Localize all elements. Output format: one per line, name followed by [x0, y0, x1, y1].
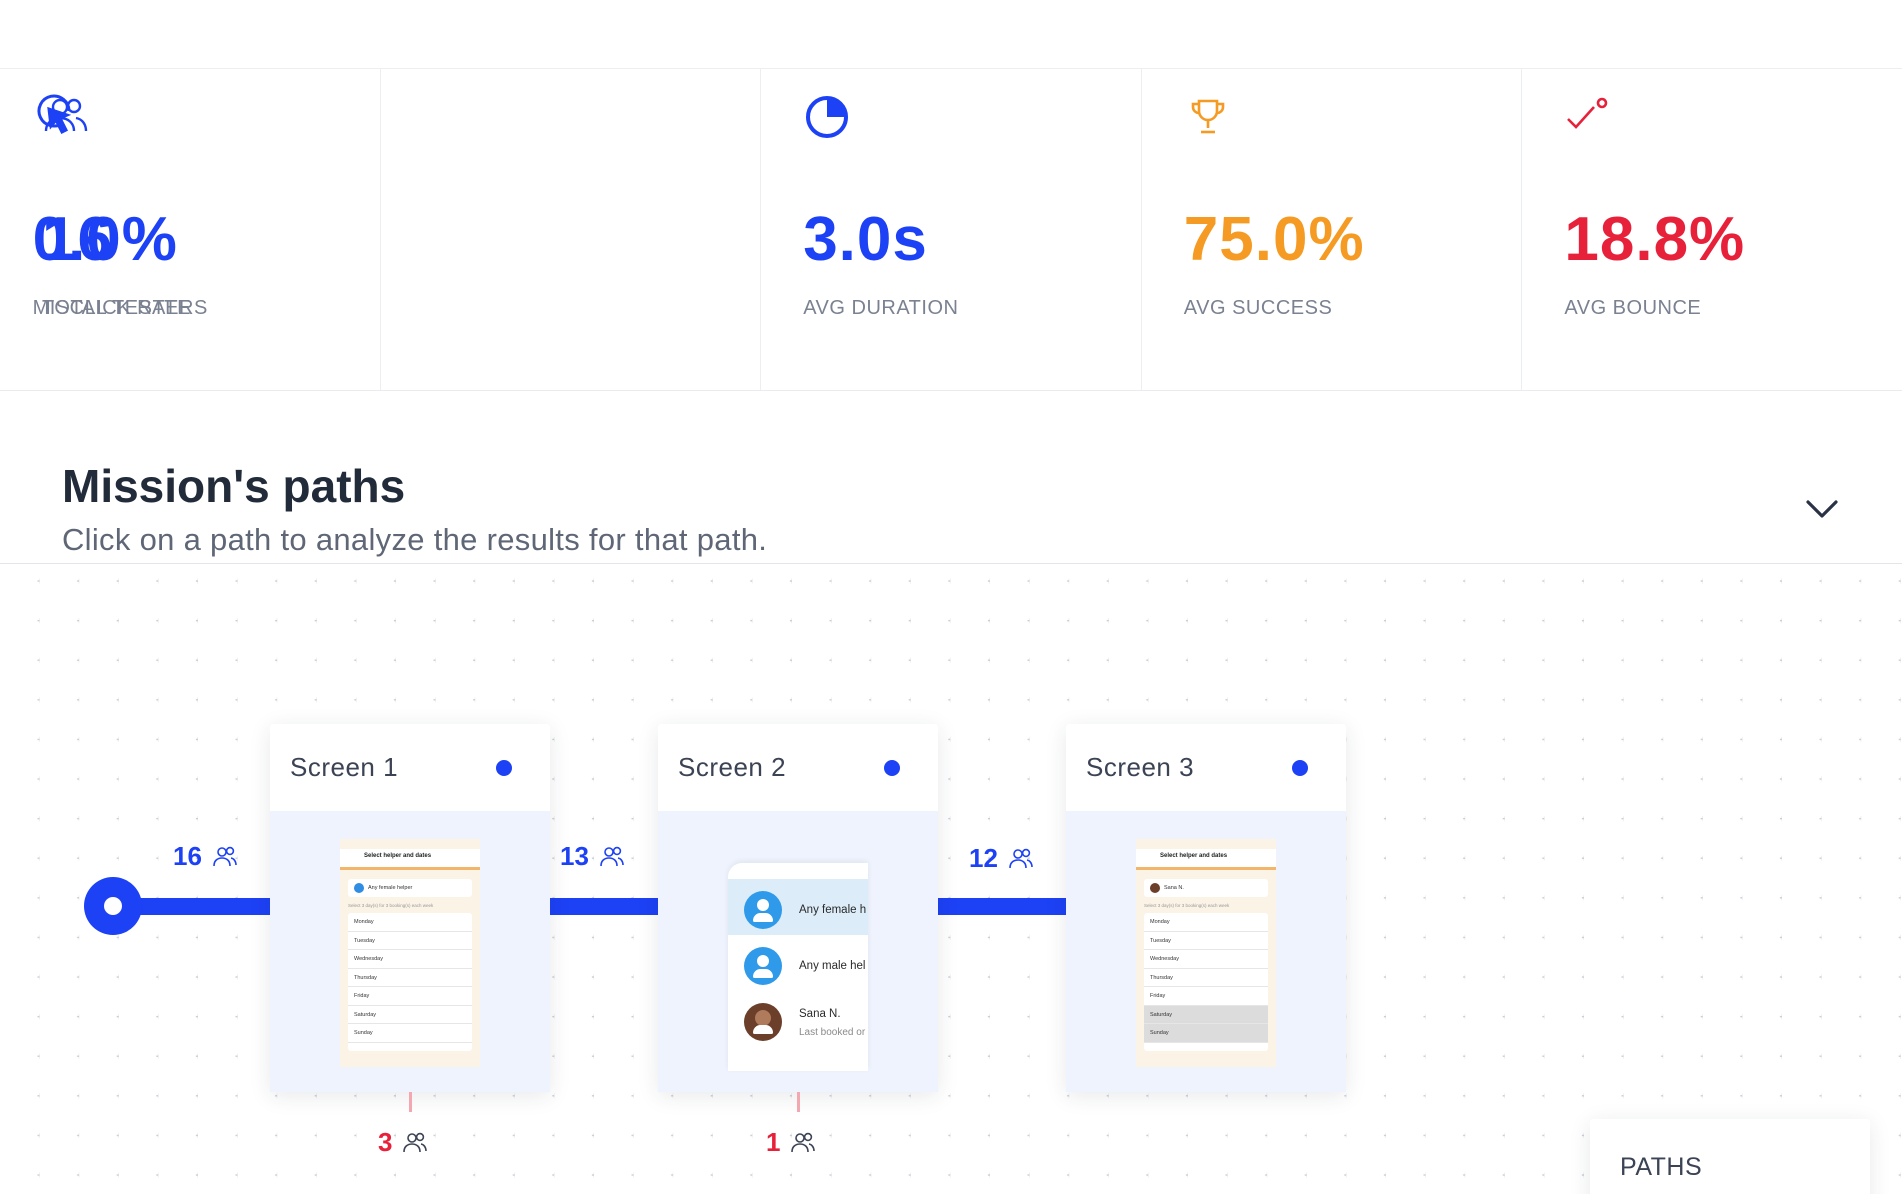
screen-name: Screen 2 — [678, 752, 787, 782]
drop-off-value: 1 — [766, 1127, 781, 1157]
helper-picker-preview: Any female h Any male hel Sana N. Last b… — [728, 863, 868, 1071]
paths-canvas[interactable]: 16 13 12 Screen 1 Select helper and date… — [0, 564, 1902, 1194]
pie-clock-icon — [806, 96, 849, 138]
stat-label: AVG DURATION — [803, 297, 959, 319]
preview-note: Select 3 day(s) for 3 booking(s) each we… — [348, 903, 434, 908]
preview-header: Select helper and dates — [1136, 849, 1276, 870]
screen-status-dot — [1292, 760, 1308, 776]
stat-total-testers: 16 TOTAL TESTERS — [0, 69, 381, 390]
preview-day-list: Monday Tuesday Wednesday Thursday Friday… — [348, 913, 472, 1051]
preview-note: Select 3 day(s) for 3 booking(s) each we… — [1144, 903, 1230, 908]
screen-thumbnail: Select helper and dates Any female helpe… — [270, 811, 550, 1092]
avatar — [744, 947, 782, 985]
tester-count: 12 — [969, 843, 1034, 874]
preview-select: Sana N. — [1144, 879, 1268, 897]
tester-count: 13 — [560, 841, 625, 872]
screen-card-2[interactable]: Screen 2 Any female h Any male hel Sana … — [658, 724, 938, 1092]
preview-option: Any female h — [728, 879, 868, 935]
bounce-arrow-icon — [1567, 97, 1608, 129]
tester-count: 16 — [173, 841, 238, 872]
users-icon — [600, 846, 624, 866]
drop-off-link[interactable] — [797, 1092, 800, 1112]
stat-value: 3.0s — [803, 205, 928, 274]
screen-card-3[interactable]: Screen 3 Select helper and dates Sana N.… — [1066, 724, 1346, 1092]
paths-panel-label: PATHS — [1620, 1153, 1703, 1181]
stat-label: TOTAL TESTERS — [42, 297, 208, 319]
trophy-icon — [1191, 99, 1225, 134]
users-icon — [403, 1132, 428, 1152]
path-link[interactable] — [112, 898, 270, 915]
screen-card-header: Screen 3 — [1066, 724, 1346, 811]
stat-avg-duration: 3.0s AVG DURATION — [761, 69, 1142, 390]
paths-panel[interactable]: PATHS — [1590, 1119, 1870, 1194]
path-link[interactable] — [938, 898, 1066, 915]
stat-value: 0.0% — [32, 205, 178, 274]
tester-count-value: 13 — [560, 841, 589, 871]
drop-off-value: 3 — [378, 1127, 393, 1157]
screen-name: Screen 1 — [290, 752, 399, 782]
preview-option: Any male hel — [728, 935, 868, 991]
preview-day-list: Monday Tuesday Wednesday Thursday Friday… — [1144, 913, 1268, 1051]
screen-thumbnail: Any female h Any male hel Sana N. Last b… — [658, 811, 938, 1092]
tester-count-value: 12 — [969, 843, 998, 873]
stat-avg-success: 75.0% AVG SUCCESS — [1142, 69, 1523, 390]
screen-card-header: Screen 1 — [270, 724, 550, 811]
drop-off-link[interactable] — [409, 1092, 412, 1112]
stat-avg-bounce: 18.8% AVG BOUNCE — [1522, 69, 1902, 390]
stat-misclick-rate: 0.0% MISCLICK RATE — [33, 69, 762, 390]
avatar — [744, 1003, 782, 1041]
preview-header: Select helper and dates — [340, 849, 480, 870]
drop-off-count: 3 — [378, 1127, 428, 1158]
avatar — [744, 891, 782, 929]
stat-label: MISCLICK RATE — [32, 297, 191, 319]
path-start-node[interactable] — [84, 877, 142, 935]
stat-value: 18.8% — [1564, 205, 1746, 274]
missions-paths-header: Mission's paths Click on a path to analy… — [0, 391, 1902, 564]
phone-preview: Select helper and dates Any female helpe… — [340, 839, 480, 1067]
preview-option: Sana N. Last booked or — [728, 991, 868, 1047]
stat-value: 16 — [42, 205, 113, 274]
screen-thumbnail: Select helper and dates Sana N. Select 3… — [1066, 811, 1346, 1092]
cursor-click-icon — [37, 94, 71, 135]
stat-label: AVG BOUNCE — [1564, 297, 1702, 319]
tester-count-value: 16 — [173, 841, 202, 871]
path-link[interactable] — [550, 898, 658, 915]
top-bar — [0, 0, 1902, 69]
screen-name: Screen 3 — [1086, 752, 1195, 782]
chevron-down-icon[interactable] — [1803, 495, 1841, 521]
screen-status-dot — [496, 760, 512, 776]
section-title: Mission's paths — [62, 460, 406, 512]
users-icon — [213, 846, 237, 866]
screen-card-header: Screen 2 — [658, 724, 938, 811]
users-icon — [1009, 848, 1033, 868]
users-icon — [791, 1132, 816, 1152]
screen-card-1[interactable]: Screen 1 Select helper and dates Any fem… — [270, 724, 550, 1092]
preview-select: Any female helper — [348, 879, 472, 897]
stat-value: 75.0% — [1183, 205, 1365, 274]
stat-label: AVG SUCCESS — [1183, 297, 1333, 319]
screen-status-dot — [884, 760, 900, 776]
section-subtitle: Click on a path to analyze the results f… — [62, 522, 768, 557]
stats-row: 16 TOTAL TESTERS 0.0% MISCLICK RATE 3.0s… — [0, 69, 1902, 391]
phone-preview: Select helper and dates Sana N. Select 3… — [1136, 839, 1276, 1067]
drop-off-count: 1 — [766, 1127, 816, 1158]
